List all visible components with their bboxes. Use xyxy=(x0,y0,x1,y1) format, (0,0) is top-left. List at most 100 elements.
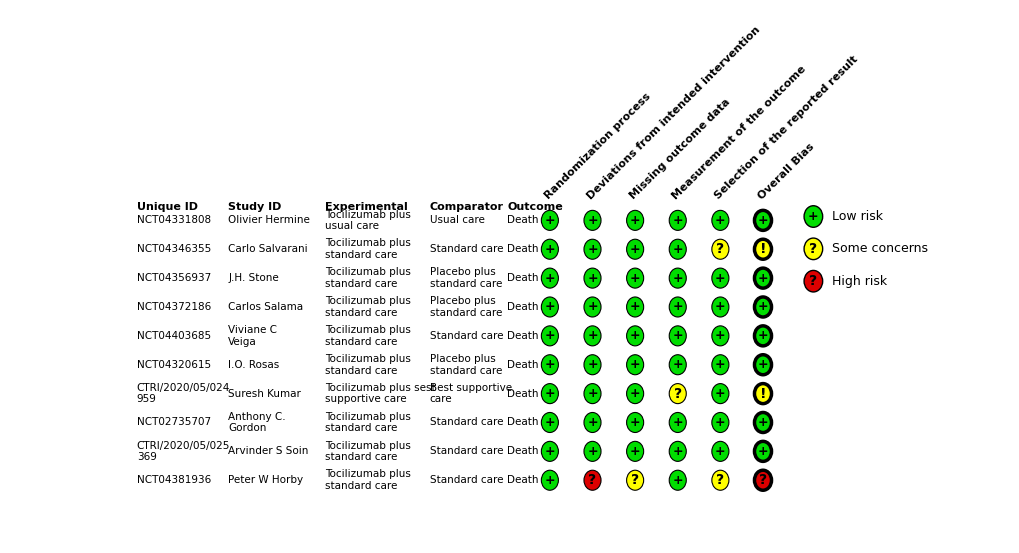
Text: Olivier Hermine: Olivier Hermine xyxy=(228,215,310,226)
Ellipse shape xyxy=(711,239,729,259)
Text: +: + xyxy=(672,272,683,285)
Ellipse shape xyxy=(541,384,557,404)
Text: Placebo plus
standard care: Placebo plus standard care xyxy=(429,296,501,318)
Ellipse shape xyxy=(541,268,557,288)
Text: +: + xyxy=(544,300,554,314)
Ellipse shape xyxy=(584,210,600,231)
Text: Peter W Horby: Peter W Horby xyxy=(228,475,303,485)
Text: NCT04356937: NCT04356937 xyxy=(137,273,211,283)
Text: NCT04346355: NCT04346355 xyxy=(137,244,211,254)
Text: Tocilizumab plus
standard care: Tocilizumab plus standard care xyxy=(325,267,411,289)
Text: +: + xyxy=(587,445,597,458)
Text: Tocilizumab plus
usual care: Tocilizumab plus usual care xyxy=(325,210,411,231)
Text: Selection of the reported result: Selection of the reported result xyxy=(712,54,859,201)
Text: ?: ? xyxy=(715,473,723,487)
Ellipse shape xyxy=(584,413,600,432)
Ellipse shape xyxy=(584,268,600,288)
Text: +: + xyxy=(714,214,725,227)
Text: +: + xyxy=(629,300,640,314)
Text: !: ! xyxy=(759,387,765,400)
Ellipse shape xyxy=(711,354,729,375)
Text: Usual care: Usual care xyxy=(429,215,484,226)
Ellipse shape xyxy=(541,239,557,259)
Text: +: + xyxy=(587,272,597,285)
Ellipse shape xyxy=(754,239,770,259)
Text: Tocilizumab plus
standard care: Tocilizumab plus standard care xyxy=(325,441,411,462)
Ellipse shape xyxy=(626,268,643,288)
Ellipse shape xyxy=(668,268,686,288)
Ellipse shape xyxy=(541,413,557,432)
Text: +: + xyxy=(672,243,683,255)
Ellipse shape xyxy=(711,210,729,231)
Text: NCT04403685: NCT04403685 xyxy=(137,331,211,341)
Text: CTRI/2020/05/024
959: CTRI/2020/05/024 959 xyxy=(137,383,230,404)
Text: !: ! xyxy=(759,242,765,256)
Text: ?: ? xyxy=(758,473,766,487)
Ellipse shape xyxy=(584,354,600,375)
Text: +: + xyxy=(544,416,554,429)
Text: Death: Death xyxy=(506,215,538,226)
Text: I.O. Rosas: I.O. Rosas xyxy=(228,360,279,370)
Text: Death: Death xyxy=(506,360,538,370)
Text: Experimental: Experimental xyxy=(325,202,408,212)
Text: Overall Bias: Overall Bias xyxy=(755,141,815,201)
Ellipse shape xyxy=(668,326,686,346)
Ellipse shape xyxy=(668,239,686,259)
Text: Tocilizumab plus
standard care: Tocilizumab plus standard care xyxy=(325,354,411,375)
Text: +: + xyxy=(672,358,683,371)
Ellipse shape xyxy=(626,384,643,404)
Ellipse shape xyxy=(584,297,600,317)
Text: ?: ? xyxy=(588,473,596,487)
Text: Carlo Salvarani: Carlo Salvarani xyxy=(228,244,308,254)
Text: +: + xyxy=(544,243,554,255)
Text: +: + xyxy=(672,330,683,342)
Text: Tocilizumab plus sest
supportive care: Tocilizumab plus sest supportive care xyxy=(325,383,435,404)
Ellipse shape xyxy=(541,210,557,231)
Text: +: + xyxy=(672,445,683,458)
Text: +: + xyxy=(587,358,597,371)
Text: Some concerns: Some concerns xyxy=(832,242,927,255)
Ellipse shape xyxy=(754,268,770,288)
Text: ?: ? xyxy=(808,242,816,256)
Ellipse shape xyxy=(541,470,557,491)
Ellipse shape xyxy=(541,297,557,317)
Text: Placebo plus
standard care: Placebo plus standard care xyxy=(429,354,501,375)
Ellipse shape xyxy=(668,210,686,231)
Text: +: + xyxy=(757,272,767,285)
Text: +: + xyxy=(544,272,554,285)
Ellipse shape xyxy=(584,326,600,346)
Text: Standard care: Standard care xyxy=(429,244,502,254)
Text: Death: Death xyxy=(506,418,538,427)
Ellipse shape xyxy=(668,441,686,461)
Text: Suresh Kumar: Suresh Kumar xyxy=(228,389,301,399)
Ellipse shape xyxy=(541,441,557,461)
Text: CTRI/2020/05/025
369: CTRI/2020/05/025 369 xyxy=(137,441,230,462)
Text: Randomization process: Randomization process xyxy=(542,91,652,201)
Text: +: + xyxy=(672,300,683,314)
Text: +: + xyxy=(587,300,597,314)
Text: +: + xyxy=(757,330,767,342)
Ellipse shape xyxy=(803,206,822,227)
Text: +: + xyxy=(714,330,725,342)
Text: ?: ? xyxy=(631,473,639,487)
Text: +: + xyxy=(587,330,597,342)
Ellipse shape xyxy=(668,354,686,375)
Ellipse shape xyxy=(754,470,770,491)
Text: +: + xyxy=(757,214,767,227)
Text: ?: ? xyxy=(673,387,681,400)
Text: +: + xyxy=(672,214,683,227)
Text: NCT04320615: NCT04320615 xyxy=(137,360,211,370)
Ellipse shape xyxy=(754,413,770,432)
Ellipse shape xyxy=(803,270,822,292)
Text: Standard care: Standard care xyxy=(429,475,502,485)
Ellipse shape xyxy=(626,441,643,461)
Text: Viviane C
Veiga: Viviane C Veiga xyxy=(228,325,277,347)
Text: +: + xyxy=(629,445,640,458)
Ellipse shape xyxy=(668,470,686,491)
Text: +: + xyxy=(629,214,640,227)
Text: +: + xyxy=(714,272,725,285)
Ellipse shape xyxy=(754,441,770,461)
Text: +: + xyxy=(714,445,725,458)
Text: NCT04331808: NCT04331808 xyxy=(137,215,211,226)
Ellipse shape xyxy=(626,297,643,317)
